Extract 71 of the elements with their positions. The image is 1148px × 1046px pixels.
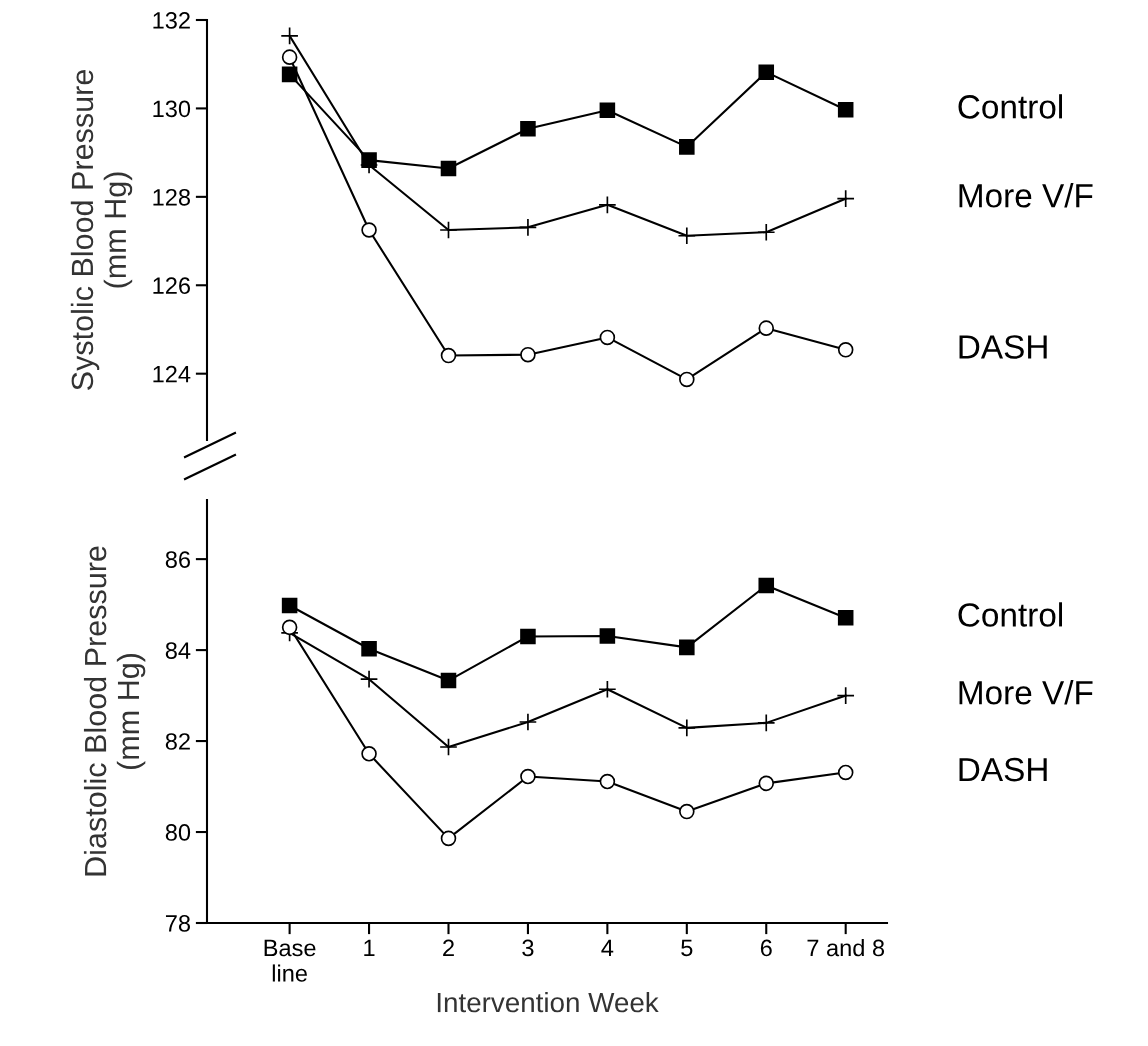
x-tick-label: 7 and 8	[807, 938, 885, 957]
text: Control	[958, 602, 1063, 627]
point	[757, 713, 776, 733]
y-tick-label: 86	[165, 551, 190, 568]
x-tick-label: 4	[601, 939, 614, 957]
point	[757, 223, 776, 242]
text: More V/F	[959, 680, 1093, 705]
point	[837, 342, 854, 358]
point	[440, 672, 457, 689]
y-tick-label: 124	[153, 365, 191, 383]
point	[281, 597, 298, 614]
point	[677, 226, 696, 245]
y-tick-label: 84	[165, 642, 191, 659]
point	[440, 830, 457, 847]
x-tick-label: 3	[522, 939, 534, 957]
point	[520, 768, 536, 785]
point	[679, 803, 695, 820]
y-tick-label: 78	[165, 915, 190, 932]
point	[836, 686, 855, 705]
point	[836, 189, 855, 208]
point	[679, 139, 695, 155]
point	[599, 628, 616, 644]
point	[599, 329, 616, 346]
y-tick-label: 130	[153, 100, 191, 118]
point	[837, 610, 854, 626]
point	[677, 718, 696, 738]
point	[518, 712, 538, 732]
x-tick-label: Base line	[264, 939, 316, 982]
point	[361, 640, 377, 657]
point	[758, 577, 775, 594]
y-tick-label: 126	[153, 277, 190, 295]
y-axis-title: Systolic Blood Pressure (mm Hg)	[70, 70, 133, 390]
point	[520, 120, 536, 137]
point	[280, 26, 299, 46]
x-tick-label: 1	[364, 939, 375, 957]
point	[361, 222, 377, 238]
point	[599, 773, 616, 790]
point	[281, 49, 298, 65]
point	[679, 639, 695, 656]
point	[679, 371, 695, 388]
point	[758, 320, 775, 336]
point	[520, 346, 536, 363]
point	[440, 347, 457, 364]
y-tick-label: 128	[153, 188, 190, 206]
x-tick-label: 2	[443, 939, 454, 957]
text: Control	[958, 94, 1063, 119]
point	[758, 64, 775, 80]
point	[837, 101, 854, 118]
y-tick-label: 82	[165, 733, 190, 750]
point	[439, 737, 458, 757]
text: DASH	[959, 335, 1047, 359]
point	[598, 680, 617, 699]
x-tick-label: 6	[760, 939, 772, 957]
point	[281, 619, 298, 636]
y-tick-label: 80	[165, 824, 191, 841]
y-axis-title: Diastolic Blood Pressure (mm Hg)	[83, 546, 146, 876]
x-axis-title: Intervention Week	[437, 991, 659, 1013]
point	[599, 102, 616, 118]
point	[359, 670, 379, 689]
y-tick-label: 132	[153, 12, 190, 29]
point	[440, 160, 457, 177]
text: More V/F	[959, 183, 1093, 208]
point	[758, 775, 775, 792]
point	[520, 628, 536, 645]
point	[518, 218, 538, 237]
point	[361, 746, 377, 762]
point	[439, 220, 458, 240]
text: DASH	[959, 757, 1047, 782]
x-tick-label: 5	[681, 939, 693, 957]
point	[598, 195, 617, 214]
point	[837, 764, 854, 781]
